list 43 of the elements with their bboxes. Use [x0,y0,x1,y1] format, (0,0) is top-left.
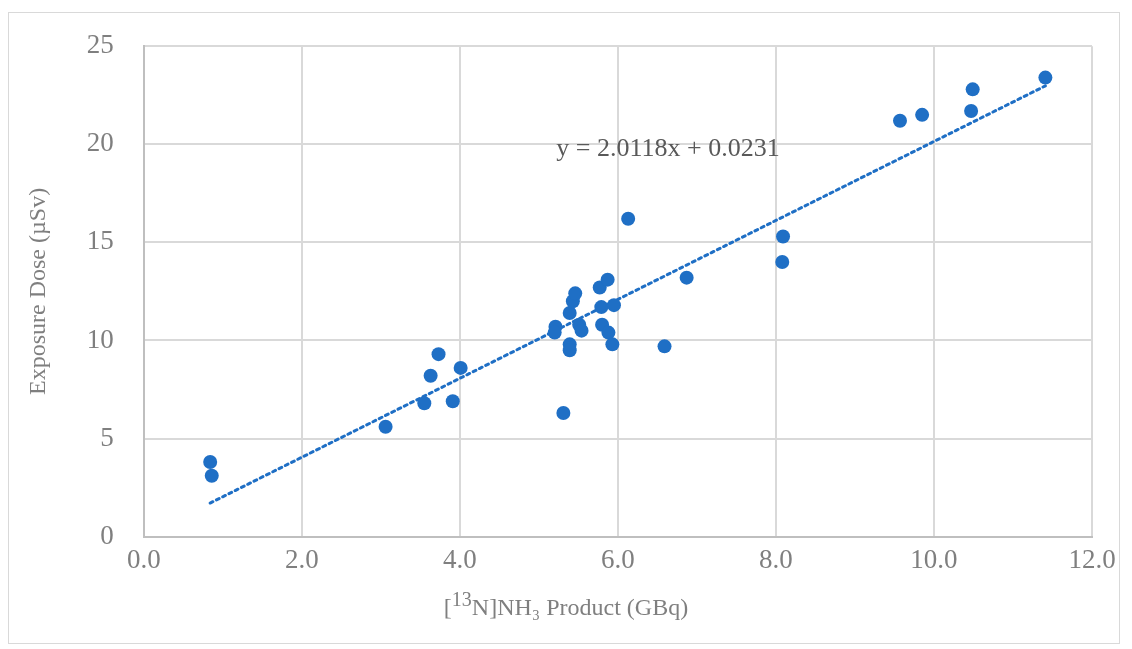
x-tick-label: 0.0 [126,543,161,574]
point [445,394,460,409]
annotation: y = 2.0118x + 0.0231 [556,133,780,163]
point [965,82,980,97]
point [594,300,609,315]
point [378,419,393,434]
x-tick-label: 2.0 [284,543,319,574]
point [606,298,621,313]
point [203,455,218,470]
point [605,337,620,352]
point [1038,70,1053,85]
point [679,270,694,285]
point [775,254,790,269]
point [600,272,615,287]
point [568,286,583,301]
point [417,396,432,411]
point [776,229,791,244]
point [431,347,446,362]
y-tick-label: 5 [100,421,114,452]
point [453,360,468,375]
point [601,325,616,340]
y-tick-label: 20 [86,127,114,158]
point [562,305,577,320]
y-tick-label: 10 [86,323,114,354]
y-tick-label: 25 [86,29,114,60]
point [657,339,672,354]
x-tick-label: 12.0 [1068,543,1116,574]
y-tick-label: 15 [86,225,114,256]
x-tick-label: 8.0 [759,543,793,574]
point [964,103,979,118]
point [915,107,930,122]
point [574,323,589,338]
x-tick-label: 10.0 [910,543,958,574]
x-tick-label: 6.0 [601,543,635,574]
point [204,468,219,483]
y-axis-title: Exposure Dose (µSv) [23,187,50,395]
point [892,113,907,128]
x-tick-label: 4.0 [442,543,477,574]
point [556,406,571,421]
y-tick-label: 0 [100,519,114,550]
x-axis-title: [$^{13}$N]NH₃ Product (GBq) [442,588,690,621]
point [423,368,438,383]
point [621,211,636,226]
